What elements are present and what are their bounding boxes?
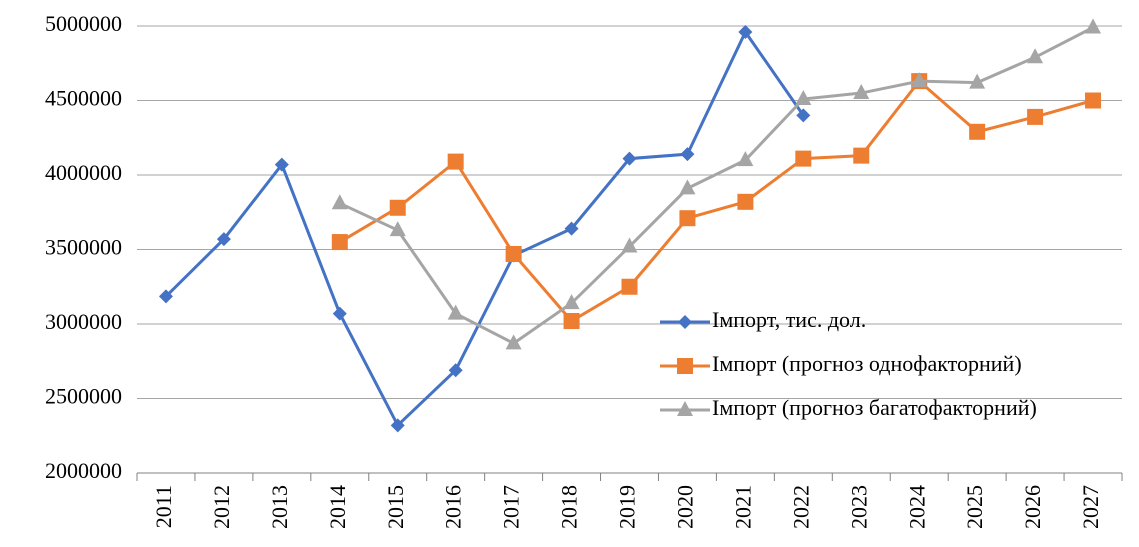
marker — [332, 306, 347, 321]
marker — [447, 304, 464, 320]
marker — [158, 289, 173, 304]
x-tick-label: 2024 — [904, 485, 929, 529]
x-tick-label: 2012 — [209, 485, 234, 529]
marker — [795, 90, 812, 106]
y-tick-label: 3500000 — [45, 235, 122, 260]
marker — [622, 151, 637, 166]
marker — [1027, 48, 1044, 64]
y-tick-label: 2000000 — [45, 458, 122, 483]
y-tick-label: 4000000 — [45, 160, 122, 185]
x-tick-label: 2019 — [615, 485, 640, 529]
marker — [678, 315, 692, 329]
marker — [505, 334, 522, 350]
marker — [331, 194, 348, 210]
marker — [1027, 108, 1044, 125]
marker — [969, 123, 986, 140]
legend-label: Імпорт (прогноз багатофакторний) — [712, 395, 1037, 420]
marker — [274, 157, 289, 172]
marker — [390, 418, 405, 433]
marker — [679, 210, 696, 227]
marker — [795, 150, 812, 167]
marker — [505, 245, 522, 262]
x-tick-label: 2027 — [1078, 485, 1103, 529]
x-tick-label: 2011 — [151, 485, 176, 528]
marker — [737, 151, 754, 167]
series-line — [339, 26, 1094, 346]
legend-label: Імпорт (прогноз однофакторний) — [712, 351, 1022, 376]
y-tick-label: 4500000 — [45, 86, 122, 111]
x-tick-label: 2020 — [672, 485, 697, 529]
x-tick-label: 2014 — [325, 485, 350, 529]
marker — [389, 199, 406, 216]
series-line — [339, 78, 1094, 323]
marker — [564, 221, 579, 236]
marker — [621, 278, 638, 295]
marker — [448, 363, 463, 378]
y-tick-label: 3000000 — [45, 309, 122, 334]
marker — [216, 232, 231, 247]
x-tick-label: 2023 — [846, 485, 871, 529]
marker — [796, 108, 811, 123]
x-tick-label: 2025 — [962, 485, 987, 529]
marker — [677, 401, 693, 416]
x-tick-label: 2022 — [788, 485, 813, 529]
series-line — [164, 28, 805, 428]
x-tick-label: 2021 — [730, 485, 755, 529]
marker — [737, 193, 754, 210]
x-tick-label: 2026 — [1020, 485, 1045, 529]
marker — [563, 294, 580, 310]
marker — [1085, 18, 1102, 34]
marker — [677, 358, 693, 374]
marker — [621, 237, 638, 253]
marker — [389, 221, 406, 237]
y-tick-label: 2500000 — [45, 384, 122, 409]
x-tick-label: 2018 — [557, 485, 582, 529]
x-tick-label: 2013 — [267, 485, 292, 529]
x-tick-label: 2016 — [441, 485, 466, 529]
y-tick-label: 5000000 — [45, 11, 122, 36]
marker — [853, 84, 870, 100]
marker — [447, 153, 464, 170]
marker — [680, 147, 695, 162]
marker — [853, 147, 870, 164]
marker — [911, 72, 928, 88]
x-tick-label: 2015 — [383, 485, 408, 529]
marker — [1085, 92, 1102, 109]
legend-label: Імпорт, тис. дол. — [712, 307, 866, 332]
x-tick-label: 2017 — [499, 485, 524, 529]
marker — [331, 234, 348, 251]
marker — [679, 179, 696, 195]
marker — [969, 73, 986, 89]
marker — [563, 313, 580, 330]
marker — [738, 24, 753, 39]
